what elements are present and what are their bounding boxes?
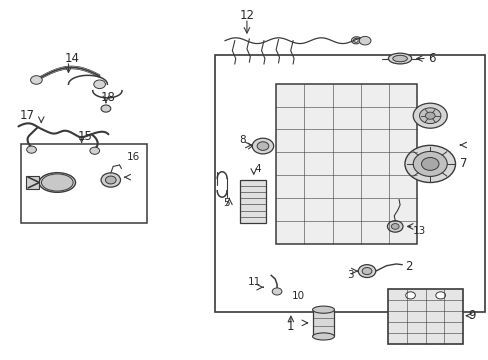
- Bar: [387, 289, 462, 344]
- Text: 2: 2: [404, 260, 412, 273]
- Ellipse shape: [312, 306, 334, 313]
- Circle shape: [362, 267, 371, 275]
- Text: 11: 11: [247, 277, 260, 287]
- Circle shape: [425, 112, 434, 119]
- Text: 4: 4: [254, 164, 261, 174]
- Circle shape: [101, 105, 111, 112]
- Bar: [215, 55, 484, 312]
- Text: 1: 1: [286, 320, 294, 333]
- Ellipse shape: [387, 53, 411, 64]
- Circle shape: [358, 265, 375, 278]
- Circle shape: [404, 145, 455, 183]
- Circle shape: [90, 147, 100, 154]
- Circle shape: [419, 108, 440, 123]
- Circle shape: [386, 221, 402, 232]
- Text: 13: 13: [412, 226, 426, 236]
- Text: 17: 17: [19, 109, 34, 122]
- Text: 15: 15: [78, 130, 92, 143]
- Circle shape: [272, 288, 282, 295]
- Circle shape: [412, 152, 447, 176]
- Text: 5: 5: [222, 198, 229, 208]
- Bar: [276, 84, 416, 244]
- Circle shape: [435, 292, 445, 299]
- Text: 10: 10: [291, 291, 304, 301]
- Text: 9: 9: [468, 309, 475, 322]
- Circle shape: [252, 138, 273, 154]
- Ellipse shape: [41, 174, 73, 191]
- Text: 12: 12: [239, 9, 254, 22]
- Circle shape: [405, 292, 415, 299]
- Circle shape: [105, 176, 116, 184]
- Circle shape: [94, 80, 105, 89]
- Text: 3: 3: [346, 270, 353, 280]
- Ellipse shape: [392, 55, 407, 62]
- Text: 18: 18: [101, 91, 116, 104]
- Circle shape: [257, 142, 268, 150]
- Circle shape: [101, 173, 120, 187]
- Text: 16: 16: [127, 153, 140, 162]
- Text: 7: 7: [459, 157, 466, 170]
- Circle shape: [27, 146, 36, 153]
- Text: 14: 14: [64, 52, 79, 65]
- Circle shape: [390, 224, 398, 229]
- Circle shape: [421, 157, 438, 170]
- Circle shape: [412, 103, 447, 128]
- Bar: [312, 310, 334, 337]
- Text: 8: 8: [238, 135, 245, 145]
- Bar: [21, 144, 147, 223]
- Circle shape: [30, 76, 42, 84]
- Ellipse shape: [312, 333, 334, 340]
- Circle shape: [359, 36, 370, 45]
- Ellipse shape: [39, 173, 75, 192]
- Bar: [26, 176, 39, 189]
- Bar: [239, 180, 266, 223]
- Text: 6: 6: [427, 52, 434, 65]
